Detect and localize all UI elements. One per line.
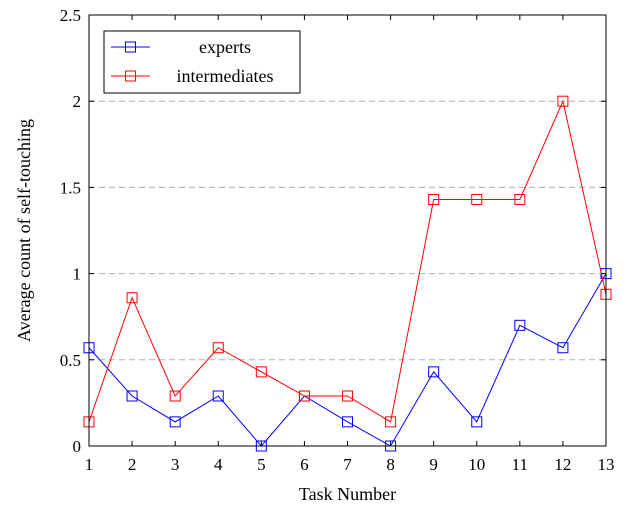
data-point-experts xyxy=(169,416,181,428)
legend-label-intermediates: intermediates xyxy=(177,66,274,86)
legend: experts intermediates xyxy=(103,30,301,94)
legend-marker-intermediates xyxy=(125,70,136,82)
x-axis-label: Task Number xyxy=(299,484,396,504)
x-tick-label: 3 xyxy=(171,455,180,474)
data-point-intermediates xyxy=(255,366,267,378)
x-tick-label: 2 xyxy=(128,455,137,474)
data-point-experts xyxy=(514,319,526,331)
data-point-experts xyxy=(557,342,569,354)
series-intermediates xyxy=(83,95,612,428)
x-tick-label: 5 xyxy=(257,455,266,474)
data-point-experts xyxy=(471,416,483,428)
x-tick-label: 11 xyxy=(512,455,528,474)
series-layer xyxy=(83,95,612,452)
x-tick-label: 4 xyxy=(214,455,223,474)
data-point-intermediates xyxy=(471,193,483,205)
y-tick-label: 1 xyxy=(73,265,82,284)
legend-marker-experts xyxy=(125,41,136,53)
x-tick-label: 1 xyxy=(85,455,94,474)
y-tick-label: 0 xyxy=(73,437,82,456)
data-point-intermediates xyxy=(169,390,181,402)
x-tick-label: 13 xyxy=(598,455,615,474)
data-point-intermediates xyxy=(126,292,138,304)
y-tick-label: 1.5 xyxy=(60,178,81,197)
x-tick-label: 8 xyxy=(386,455,395,474)
y-axis-label: Average count of self-touching xyxy=(14,119,34,342)
x-tick-label: 9 xyxy=(429,455,438,474)
data-point-experts xyxy=(212,390,224,402)
x-tick-label: 6 xyxy=(300,455,309,474)
data-point-experts xyxy=(342,416,353,428)
series-experts xyxy=(83,268,612,452)
data-point-intermediates xyxy=(428,193,440,205)
data-point-intermediates xyxy=(342,390,353,402)
x-tick-label: 7 xyxy=(343,455,352,474)
x-tick-label: 12 xyxy=(554,455,571,474)
series-line-experts xyxy=(88,273,607,447)
x-tick-label: 10 xyxy=(468,455,485,474)
data-point-intermediates xyxy=(514,193,526,205)
data-point-experts xyxy=(126,390,138,402)
y-tick-labels: 0 0.5 1 1.5 2 2.5 xyxy=(60,6,81,456)
legend-label-experts: experts xyxy=(199,37,251,57)
data-point-intermediates xyxy=(385,416,397,428)
y-tick-label: 0.5 xyxy=(60,351,81,370)
data-point-intermediates xyxy=(557,95,569,107)
data-point-intermediates xyxy=(212,342,224,354)
plot-frame xyxy=(88,14,607,447)
legend-box xyxy=(103,30,301,94)
grid-lines xyxy=(89,100,606,361)
x-tick-labels: 1 2 3 4 5 6 7 8 9 10 11 12 13 xyxy=(85,455,615,474)
y-tick-label: 2.5 xyxy=(60,6,81,25)
data-point-experts xyxy=(428,366,440,378)
data-point-intermediates xyxy=(298,390,310,402)
y-tick-label: 2 xyxy=(73,92,82,111)
series-line-intermediates xyxy=(88,99,607,423)
